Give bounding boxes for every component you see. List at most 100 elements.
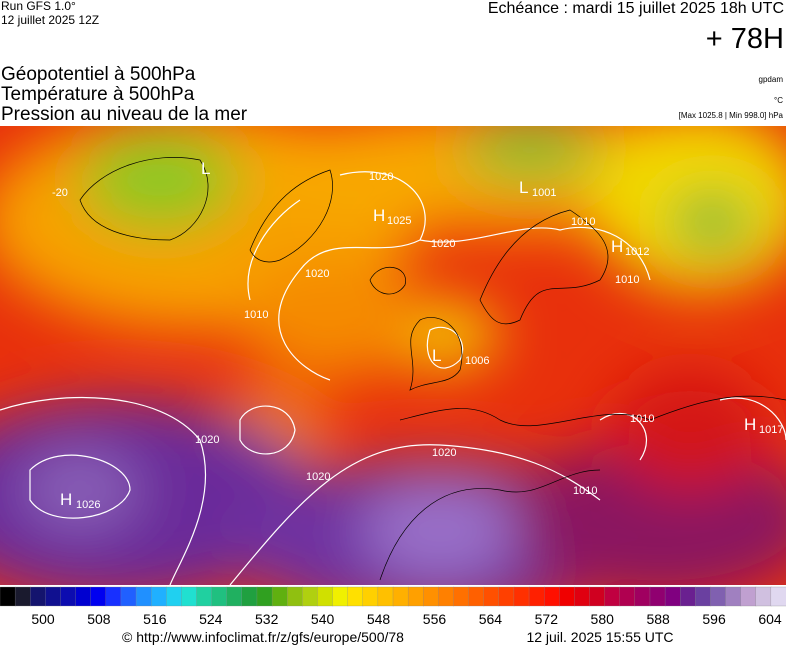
colorbar-swatch <box>362 586 379 607</box>
colorbar-swatch <box>680 586 696 607</box>
colorbar-swatch <box>664 586 681 607</box>
unit: °C <box>774 96 783 105</box>
colorbar-swatch <box>634 586 651 607</box>
pressure-label: H <box>60 490 72 509</box>
generated-time: 12 juil. 2025 15:55 UTC <box>526 629 673 645</box>
colorbar-swatch <box>619 586 636 607</box>
colorbar-swatch <box>60 586 77 607</box>
colorbar-tick-label: 524 <box>199 611 223 627</box>
colorbar-swatch <box>105 586 122 607</box>
colorbar-tick-label: 596 <box>702 611 726 627</box>
colorbar-swatch <box>392 586 409 607</box>
colorbar-swatch <box>710 586 727 607</box>
title: Pression au niveau de la mer <box>1 104 248 125</box>
colorbar-swatch <box>196 586 213 607</box>
colorbar-tick-label: 548 <box>367 611 391 627</box>
colorbar-swatch <box>30 586 46 607</box>
colorbar-swatch <box>75 586 92 607</box>
colorbar-swatch <box>770 586 786 607</box>
colorbar-swatch <box>377 586 394 607</box>
colorbar-swatch <box>574 586 591 607</box>
colorbar-tick-label: 564 <box>479 611 503 627</box>
unit: gpdam <box>759 75 784 84</box>
colorbar-swatch <box>528 586 545 607</box>
pressure-label: 1010 <box>573 485 597 497</box>
pressure-label: H <box>373 206 385 225</box>
colorbar-swatch <box>166 586 183 607</box>
colorbar-swatch <box>120 586 137 607</box>
colorbar-swatch <box>483 586 500 607</box>
source-url: © http://www.infoclimat.fr/z/gfs/europe/… <box>122 629 404 645</box>
colorbar-swatch <box>332 586 349 607</box>
pressure-label: 1026 <box>76 499 100 511</box>
pressure-label: 1010 <box>244 309 268 321</box>
pressure-label: H <box>744 415 756 434</box>
pressure-label: H <box>611 237 623 256</box>
pressure-label: 1010 <box>615 274 639 286</box>
pressure-label: 1010 <box>571 216 595 228</box>
colorbar-tick-label: 500 <box>31 611 55 627</box>
colorbar-tick-label: 572 <box>535 611 559 627</box>
colorbar-swatch <box>755 586 772 607</box>
colorbar-swatch <box>453 586 470 607</box>
colorbar-swatch <box>347 586 364 607</box>
colorbar-swatch <box>559 586 576 607</box>
colorbar-swatch <box>45 586 62 607</box>
colorbar-swatch <box>589 586 606 607</box>
colorbar-tick-label: 588 <box>646 611 670 627</box>
colorbar-swatch <box>90 586 107 607</box>
unit: [Max 1025.8 | Min 998.0] hPa <box>679 111 784 120</box>
colorbar-swatch <box>317 586 334 607</box>
title: Géopotentiel à 500hPa <box>1 64 196 85</box>
colorbar-swatch <box>468 586 485 607</box>
colorbar-swatch <box>649 586 666 607</box>
colorbar-tick-label: 604 <box>758 611 782 627</box>
colorbar-tick-label: 508 <box>87 611 111 627</box>
pressure-label: 1020 <box>369 171 393 183</box>
colorbar-swatch <box>151 586 167 607</box>
colorbar-swatch <box>438 586 455 607</box>
pressure-label: 1020 <box>195 434 219 446</box>
colorbar-swatch <box>423 586 439 607</box>
lead-time: + 78H <box>706 23 784 55</box>
pressure-label: 1006 <box>465 355 489 367</box>
pressure-label: L <box>432 346 441 365</box>
pressure-label: 1025 <box>387 215 411 227</box>
colorbar-swatch <box>513 586 530 607</box>
colorbar-swatch <box>695 586 712 607</box>
pressure-label: -20 <box>52 187 68 199</box>
pressure-label: 1020 <box>431 238 455 250</box>
pressure-label: 1017 <box>759 424 783 436</box>
pressure-label: 1020 <box>306 471 330 483</box>
map <box>0 126 786 585</box>
colorbar-swatch <box>407 586 424 607</box>
colorbar-swatch <box>135 586 152 607</box>
colorbar-swatch <box>256 586 273 607</box>
valid-time: Echéance : mardi 15 juillet 2025 18h UTC <box>488 0 784 17</box>
colorbar-swatch <box>604 586 621 607</box>
colorbar-swatch <box>740 586 757 607</box>
colorbar-tick-label: 580 <box>591 611 615 627</box>
pressure-label: 1020 <box>432 447 456 459</box>
colorbar-swatch <box>498 586 515 607</box>
colorbar-swatch <box>544 586 560 607</box>
colorbar-tick-label: 532 <box>255 611 279 627</box>
colorbar-swatch <box>271 586 288 607</box>
pressure-label: L <box>201 159 210 178</box>
colorbar-swatch <box>211 586 228 607</box>
colorbar-tick-label: 556 <box>423 611 447 627</box>
pressure-label: 1001 <box>532 187 556 199</box>
colorbar-tick-label: 516 <box>143 611 167 627</box>
colorbar-swatch <box>14 586 31 607</box>
pressure-label: 1010 <box>630 413 654 425</box>
colorbar-swatch <box>181 586 198 607</box>
colorbar-swatch <box>725 586 742 607</box>
colorbar-tick-label: 540 <box>311 611 335 627</box>
colorbar-swatch <box>226 586 243 607</box>
run: Run GFS 1.0° <box>1 0 76 13</box>
run-date: 12 juillet 2025 12Z <box>1 13 99 27</box>
colorbar-swatch <box>287 586 303 607</box>
colorbar: 500 508 516 524 532 540 548 556 564 572 580 588 596 6… <box>0 586 786 627</box>
